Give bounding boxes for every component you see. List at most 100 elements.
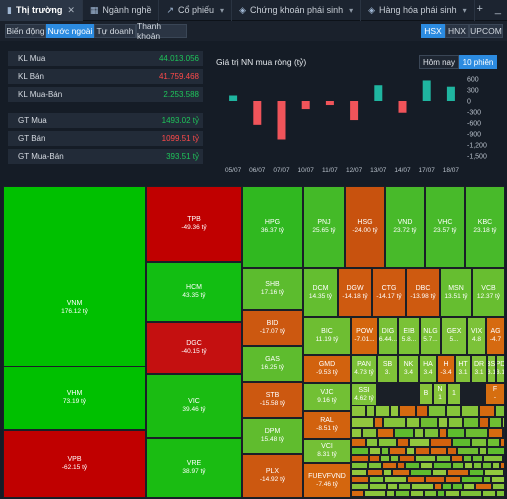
heatmap-cell-small[interactable]	[469, 469, 484, 476]
heatmap-cell-small[interactable]	[390, 405, 399, 417]
heatmap-cell-small[interactable]	[351, 490, 364, 497]
subtab-bien-dong[interactable]: Biến động	[5, 24, 46, 38]
bar-06-07[interactable]	[253, 101, 262, 125]
heatmap-cell-small[interactable]	[451, 455, 463, 462]
heatmap-cell-dig[interactable]: DIG 6.44...	[378, 317, 398, 355]
heatmap-cell-small[interactable]	[461, 476, 483, 483]
today-button[interactable]: Hôm nay	[419, 55, 459, 69]
heatmap-cell-small[interactable]	[496, 490, 505, 497]
heatmap-cell-small[interactable]	[473, 462, 482, 469]
heatmap-cell-vnd[interactable]: VND 23.72 tỷ	[385, 186, 425, 268]
heatmap-cell-pow[interactable]: POW -7.01...	[351, 317, 378, 355]
bar-10-07[interactable]	[301, 101, 310, 110]
heatmap-cell-small[interactable]	[433, 462, 452, 469]
heatmap-cell-small[interactable]	[442, 483, 452, 490]
bar-05-07[interactable]	[229, 95, 238, 102]
heatmap-cell-eib[interactable]: EIB 5.8...	[398, 317, 420, 355]
heatmap-cell-dgw[interactable]: DGW -14.18 tỷ	[338, 268, 372, 317]
heatmap-cell-dpm[interactable]: DPM 15.48 tỷ	[242, 418, 303, 454]
heatmap-cell-small[interactable]	[425, 476, 445, 483]
heatmap-cell-nlg[interactable]: NLG 5.7...	[420, 317, 441, 355]
heatmap-cell-small[interactable]	[382, 462, 397, 469]
heatmap-cell-small[interactable]	[479, 417, 489, 428]
heatmap-cell-ral[interactable]: RAL -8.51 tỷ	[303, 411, 351, 439]
ten-sessions-button[interactable]: 10 phiên	[459, 55, 497, 69]
heatmap-cell-small[interactable]	[369, 455, 380, 462]
heatmap-cell-f[interactable]: F-	[485, 383, 505, 405]
heatmap-cell-dr[interactable]: DR 3.1	[471, 355, 487, 383]
heatmap-cell-small[interactable]	[398, 483, 411, 490]
heatmap-cell-sb[interactable]: SB 3.	[377, 355, 398, 383]
heatmap-cell-pd[interactable]: PD 3.1	[496, 355, 505, 383]
heatmap-cell-dgc[interactable]: DGC -40.15 tỷ	[146, 322, 242, 374]
heatmap-cell-small[interactable]	[502, 417, 505, 428]
bar-18-07[interactable]	[446, 86, 455, 101]
heatmap-cell-small[interactable]	[420, 462, 433, 469]
heatmap-cell-small[interactable]	[492, 483, 505, 490]
heatmap-cell-small[interactable]	[461, 405, 479, 417]
heatmap-cell-small[interactable]	[500, 438, 505, 447]
heatmap-cell-small[interactable]	[452, 483, 463, 490]
heatmap-cell-small[interactable]	[410, 490, 424, 497]
heatmap-cell-small[interactable]	[381, 447, 389, 455]
heatmap-cell-small[interactable]	[406, 447, 415, 455]
heatmap-cell-small[interactable]	[437, 490, 445, 497]
bar-11-07[interactable]	[325, 101, 334, 106]
heatmap-cell-gex[interactable]: GEX 5...	[441, 317, 467, 355]
heatmap-cell-small[interactable]	[491, 476, 505, 483]
heatmap-cell-small[interactable]	[495, 405, 505, 417]
heatmap-cell-small[interactable]	[415, 455, 436, 462]
heatmap-cell-small[interactable]	[445, 476, 461, 483]
heatmap-cell-small[interactable]	[415, 447, 430, 455]
heatmap-cell-small[interactable]	[452, 462, 464, 469]
heatmap-cell-small[interactable]	[351, 438, 366, 447]
bar-12-07[interactable]	[350, 101, 359, 121]
heatmap-cell-small[interactable]	[483, 476, 491, 483]
heatmap-cell-ht[interactable]: HT 3.1	[455, 355, 471, 383]
heatmap-cell-small[interactable]	[438, 417, 448, 428]
heatmap-cell-small[interactable]	[416, 405, 428, 417]
heatmap-cell-small[interactable]	[420, 417, 438, 428]
heatmap-cell-small[interactable]	[500, 462, 505, 469]
heatmap-cell-vhm[interactable]: VHM 73.19 tỷ	[3, 366, 146, 430]
heatmap-cell-small[interactable]	[351, 417, 374, 428]
exchange-hnx[interactable]: HNX	[445, 24, 469, 38]
heatmap-cell-small[interactable]	[351, 447, 369, 455]
heatmap-cell-small[interactable]	[351, 428, 362, 438]
subtab-thanh-khoan[interactable]: Thanh khoản	[136, 21, 187, 41]
heatmap-cell-small[interactable]	[387, 483, 398, 490]
heatmap-cell-small[interactable]	[479, 447, 487, 455]
heatmap-cell-small[interactable]	[369, 483, 387, 490]
heatmap-cell-small[interactable]	[366, 405, 375, 417]
heatmap-cell-small[interactable]	[383, 469, 392, 476]
heatmap-cell-small[interactable]	[446, 405, 461, 417]
heatmap-cell-small[interactable]	[460, 490, 482, 497]
heatmap-cell-small[interactable]	[368, 462, 382, 469]
heatmap-cell-small[interactable]	[407, 476, 425, 483]
heatmap-cell-small[interactable]	[424, 428, 439, 438]
heatmap-cell-small[interactable]	[409, 438, 430, 447]
heatmap-cell-bid[interactable]: BID -17.07 tỷ	[242, 310, 303, 346]
heatmap-cell-small[interactable]	[492, 462, 500, 469]
heatmap-cell-small[interactable]	[394, 428, 414, 438]
heatmap-cell-dcm[interactable]: DCM 14.35 tỷ	[303, 268, 338, 317]
heatmap-cell-ssi[interactable]: SSI 4.62 tỷ	[351, 383, 377, 407]
heatmap-cell-small[interactable]	[465, 428, 488, 438]
subtab-tu-doanh[interactable]: Tự doanh	[94, 24, 136, 38]
heatmap-cell-small[interactable]	[430, 447, 447, 455]
heatmap-cell-small[interactable]	[471, 438, 487, 447]
heatmap-cell-bsi[interactable]: BSI3.1	[487, 355, 496, 383]
heatmap-cell-small[interactable]	[487, 447, 505, 455]
heatmap-cell-small[interactable]	[482, 462, 492, 469]
heatmap-cell-small[interactable]	[463, 417, 479, 428]
minimize-button[interactable]: _	[494, 3, 501, 15]
heatmap-cell-small[interactable]	[384, 476, 407, 483]
heatmap-cell-h[interactable]: H -3.4	[437, 355, 455, 383]
heatmap-cell-ctg[interactable]: CTG -14.17 tỷ	[372, 268, 406, 317]
heatmap-cell-small[interactable]	[484, 469, 504, 476]
heatmap-cell-small[interactable]	[503, 428, 505, 438]
heatmap-cell-small[interactable]	[351, 476, 369, 483]
heatmap-cell-small[interactable]	[378, 438, 397, 447]
heatmap-cell-ag[interactable]: AG -4.7	[486, 317, 505, 355]
